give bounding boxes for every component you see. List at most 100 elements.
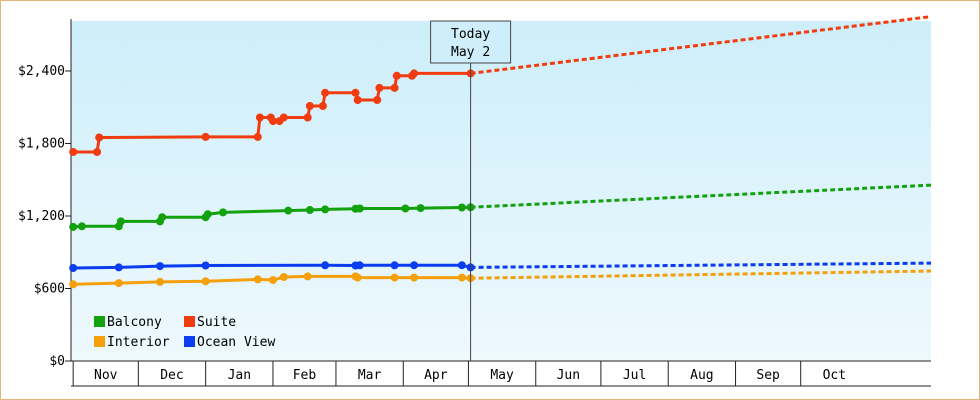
legend-swatch: [184, 336, 195, 347]
data-point: [156, 262, 164, 271]
data-point: [253, 132, 262, 141]
data-point: [410, 69, 419, 78]
legend-swatch: [184, 316, 195, 327]
axes: $0 $600 $1,200 $1,800 $2,400 Nov Dec Jan Feb Mar A…: [18, 19, 931, 387]
plot-background: [71, 21, 931, 361]
data-point: [392, 71, 401, 80]
y-tick-label: $0: [49, 354, 65, 369]
data-point: [69, 148, 78, 156]
legend-label: Balcony: [107, 315, 162, 330]
series-layer: [69, 15, 932, 289]
data-point: [156, 277, 164, 286]
data-point: [201, 261, 210, 270]
data-point: [253, 275, 262, 284]
x-tick-label-feb: Feb: [293, 368, 317, 383]
x-tick-label-sep: Sep: [756, 368, 780, 383]
forecast-line: [470, 261, 932, 269]
data-point: [201, 132, 210, 141]
data-point: [305, 206, 314, 214]
legend-label: Ocean View: [197, 335, 275, 350]
y-tick-label: $1,800: [18, 137, 65, 152]
data-point: [353, 96, 362, 104]
forecast-line: [470, 15, 932, 75]
data-point: [279, 113, 288, 122]
data-point: [114, 279, 123, 288]
data-point: [219, 208, 227, 217]
data-point: [203, 210, 212, 219]
series-suite: [69, 15, 932, 156]
data-point: [321, 88, 330, 97]
data-point: [373, 96, 382, 104]
series-interior: [69, 269, 932, 289]
data-point: [318, 102, 327, 110]
today-label: Today: [451, 27, 490, 42]
data-point: [410, 261, 419, 270]
today-date-label: May 2: [451, 45, 490, 60]
x-tick-label-mar: Mar: [358, 368, 382, 383]
data-point: [390, 261, 399, 270]
data-point: [375, 83, 384, 92]
data-point: [401, 204, 410, 213]
x-tick-label-jan: Jan: [228, 368, 251, 383]
data-point: [69, 280, 78, 289]
legend-label: Interior: [107, 335, 170, 350]
x-tick-label-nov: Nov: [94, 368, 118, 383]
x-tick-label-jun: Jun: [557, 368, 580, 383]
legend-item-ocean-view: Ocean View: [184, 335, 275, 350]
data-point: [457, 261, 466, 270]
data-point: [158, 213, 167, 222]
data-point: [255, 113, 264, 122]
data-point: [303, 113, 312, 122]
data-point: [201, 277, 210, 286]
y-tick-label: $2,400: [18, 64, 65, 79]
x-tick-label-dec: Dec: [160, 368, 183, 383]
data-point: [390, 273, 399, 282]
data-point: [457, 203, 466, 212]
data-point: [321, 205, 330, 214]
data-point: [390, 83, 399, 92]
data-point: [457, 273, 466, 282]
data-point: [321, 261, 330, 270]
data-point: [353, 273, 362, 282]
data-point: [410, 273, 419, 282]
legend-label: Suite: [197, 315, 236, 330]
data-point: [269, 276, 277, 284]
today-label-box: [430, 20, 512, 64]
legend: Balcony Suite Interior Ocean View: [94, 315, 275, 350]
legend-swatch: [94, 316, 105, 327]
data-point: [284, 206, 293, 215]
legend-item-interior: Interior: [94, 335, 170, 350]
data-point: [69, 222, 78, 231]
data-point: [69, 264, 78, 272]
x-tick-label-may: May: [490, 368, 514, 383]
legend-item-suite: Suite: [184, 315, 236, 330]
series-ocean-view: [69, 261, 932, 272]
x-tick-label-jul: Jul: [623, 368, 646, 383]
data-point: [77, 222, 86, 231]
x-tick-label-oct: Oct: [823, 368, 846, 383]
data-point: [114, 263, 123, 272]
x-tick-label-apr: Apr: [424, 368, 448, 383]
today-marker: Today May 2: [430, 20, 512, 361]
data-point: [303, 272, 312, 281]
data-point: [355, 204, 364, 213]
data-point: [355, 261, 364, 270]
data-point: [95, 133, 104, 142]
x-tick-label-aug: Aug: [690, 368, 713, 383]
data-point: [269, 117, 277, 126]
data-point: [305, 102, 314, 110]
data-point: [279, 273, 288, 281]
legend-item-balcony: Balcony: [94, 315, 162, 330]
forecast-line: [470, 269, 932, 280]
data-point: [416, 204, 425, 213]
series-balcony: [69, 183, 932, 231]
y-tick-label: $600: [34, 282, 65, 297]
legend-swatch: [94, 336, 105, 347]
data-point: [116, 217, 125, 226]
data-point: [93, 148, 102, 156]
forecast-line: [470, 183, 932, 209]
y-tick-label: $1,200: [18, 209, 65, 224]
data-point: [351, 88, 360, 97]
